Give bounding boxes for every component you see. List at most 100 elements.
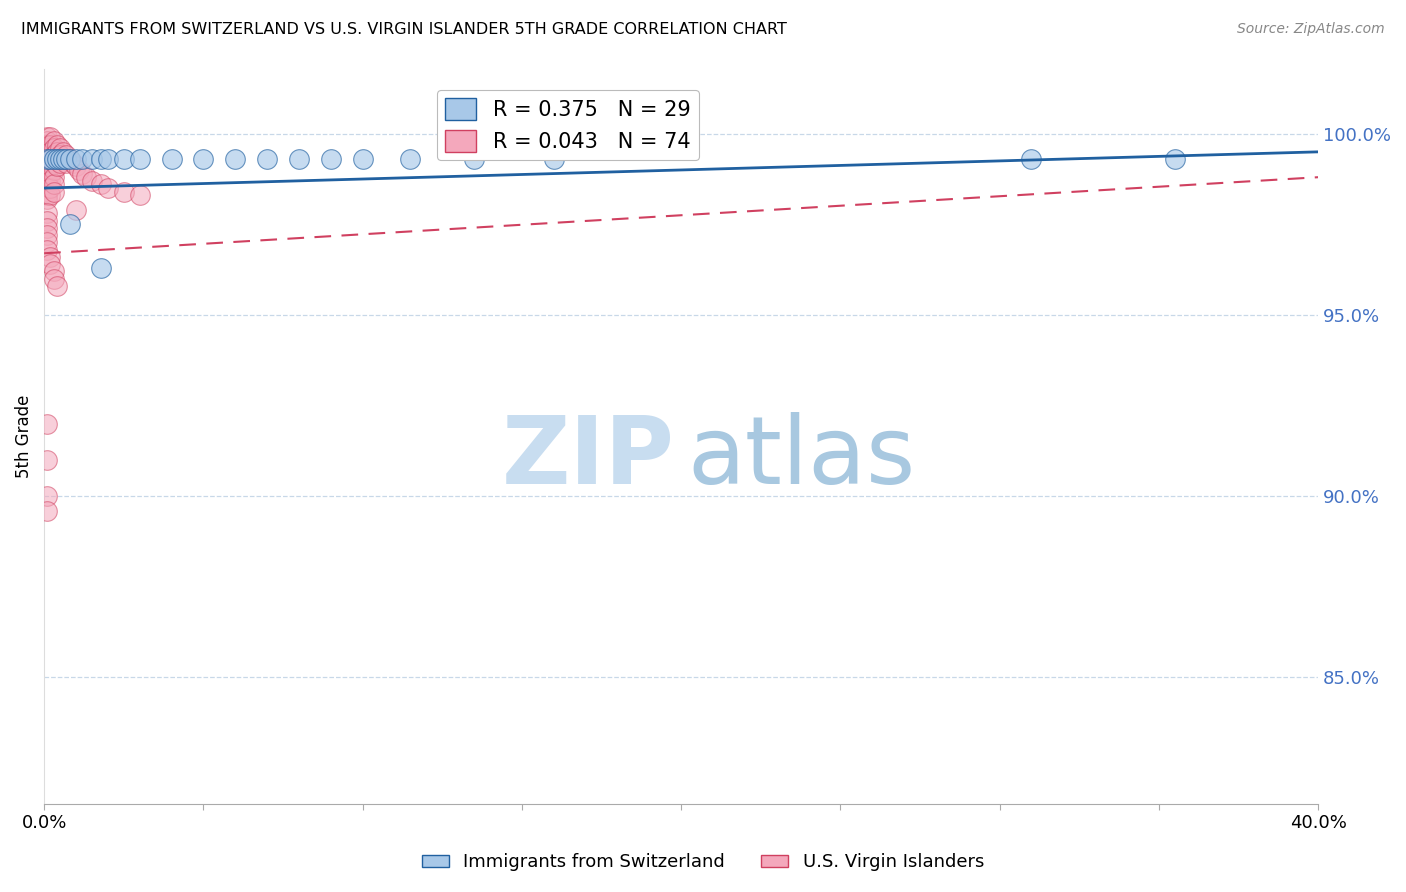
Point [37, 167, 59, 181]
Point [42, 148, 65, 162]
Point [1021, 152, 1043, 166]
Point [45, 137, 67, 152]
Point [37, 417, 59, 431]
Point [37, 163, 59, 178]
Point [1164, 152, 1187, 166]
Point [42, 264, 65, 278]
Point [55, 155, 77, 169]
Point [55, 148, 77, 162]
Point [37, 170, 59, 185]
Point [37, 185, 59, 199]
Point [37, 188, 59, 202]
Point [45, 152, 67, 166]
Point [37, 152, 59, 166]
Point [49, 155, 72, 169]
Text: atlas: atlas [688, 412, 915, 504]
Point [90, 178, 112, 192]
Point [37, 152, 59, 166]
Point [52, 145, 75, 159]
Point [39, 174, 62, 188]
Point [42, 152, 65, 166]
Point [42, 271, 65, 285]
Point [37, 178, 59, 192]
Point [39, 130, 62, 145]
Point [42, 170, 65, 185]
Point [97, 152, 120, 166]
Point [37, 145, 59, 159]
Point [72, 167, 94, 181]
Point [37, 503, 59, 517]
Text: Source: ZipAtlas.com: Source: ZipAtlas.com [1237, 22, 1385, 37]
Point [463, 152, 485, 166]
Point [193, 152, 215, 166]
Point [39, 257, 62, 271]
Point [37, 174, 59, 188]
Point [90, 152, 112, 166]
Point [112, 152, 135, 166]
Point [58, 152, 80, 166]
Point [49, 152, 72, 166]
Point [39, 188, 62, 202]
Point [42, 178, 65, 192]
Point [112, 185, 135, 199]
Point [45, 145, 67, 159]
Point [37, 243, 59, 257]
Point [37, 155, 59, 169]
Point [352, 152, 374, 166]
Point [90, 260, 112, 275]
Point [65, 152, 87, 166]
Point [37, 159, 59, 173]
Point [37, 206, 59, 220]
Point [52, 152, 75, 166]
Point [37, 137, 59, 152]
Point [37, 141, 59, 155]
Point [224, 152, 246, 166]
Point [49, 141, 72, 155]
Point [39, 159, 62, 173]
Point [288, 152, 311, 166]
Text: IMMIGRANTS FROM SWITZERLAND VS U.S. VIRGIN ISLANDER 5TH GRADE CORRELATION CHART: IMMIGRANTS FROM SWITZERLAND VS U.S. VIRG… [21, 22, 787, 37]
Point [42, 155, 65, 169]
Point [42, 141, 65, 155]
Point [37, 213, 59, 227]
Point [62, 155, 84, 169]
Point [39, 181, 62, 195]
Point [55, 152, 77, 166]
Point [49, 148, 72, 162]
Point [65, 202, 87, 217]
Point [39, 152, 62, 166]
Point [45, 152, 67, 166]
Point [67, 163, 90, 178]
Point [72, 152, 94, 166]
Point [37, 148, 59, 162]
Point [58, 217, 80, 231]
Point [256, 152, 278, 166]
Point [399, 152, 422, 166]
Point [37, 221, 59, 235]
Legend: R = 0.375   N = 29, R = 0.043   N = 74: R = 0.375 N = 29, R = 0.043 N = 74 [437, 90, 699, 161]
Point [39, 145, 62, 159]
Point [80, 152, 103, 166]
Point [39, 167, 62, 181]
Point [75, 170, 97, 185]
Point [42, 163, 65, 178]
Point [65, 159, 87, 173]
Point [45, 159, 67, 173]
Point [45, 279, 67, 293]
Point [80, 174, 103, 188]
Y-axis label: 5th Grade: 5th Grade [15, 394, 32, 478]
Point [42, 185, 65, 199]
Point [37, 235, 59, 250]
Point [37, 130, 59, 145]
Point [543, 152, 565, 166]
Point [128, 188, 150, 202]
Point [37, 134, 59, 148]
Point [160, 152, 183, 166]
Point [39, 250, 62, 264]
Point [37, 181, 59, 195]
Point [37, 192, 59, 206]
Point [128, 152, 150, 166]
Point [52, 152, 75, 166]
Point [39, 137, 62, 152]
Legend: Immigrants from Switzerland, U.S. Virgin Islanders: Immigrants from Switzerland, U.S. Virgin… [415, 847, 991, 879]
